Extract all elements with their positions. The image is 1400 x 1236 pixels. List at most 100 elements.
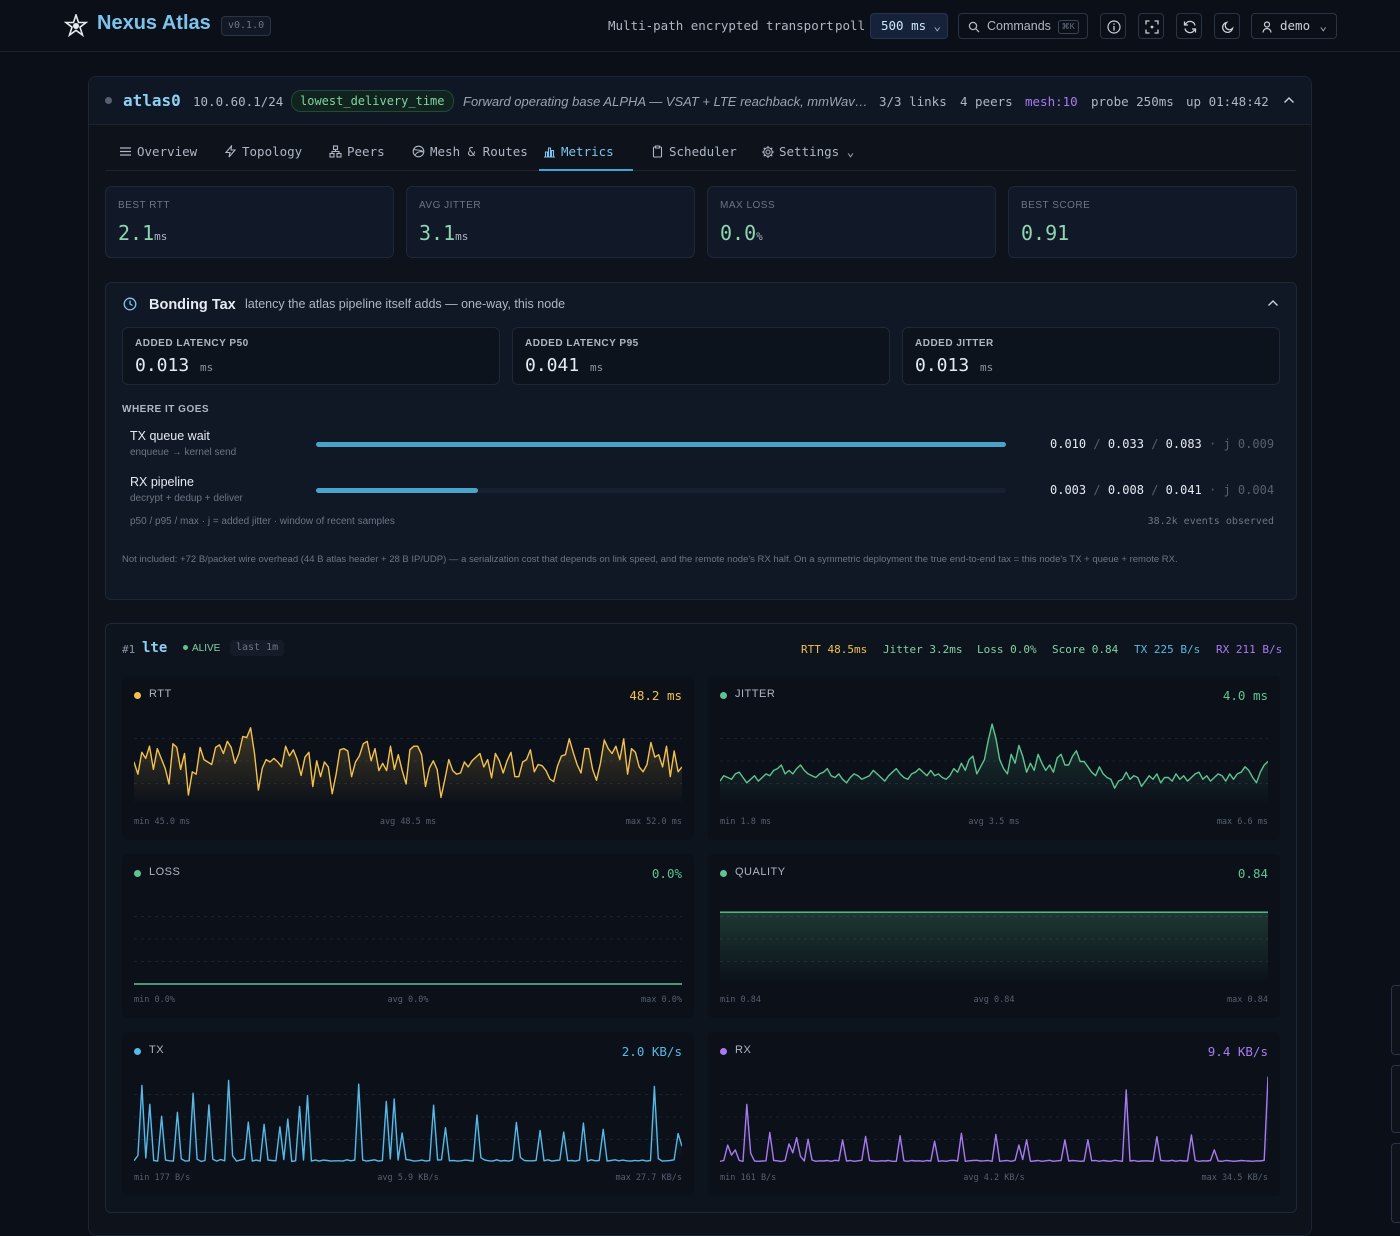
chart-max: max 6.6 ms: [1216, 817, 1268, 827]
stat-best-score: BEST SCORE 0.91: [1008, 186, 1297, 258]
series-area: [134, 1080, 682, 1162]
app-tagline: Multi-path encrypted transport: [608, 18, 834, 33]
info-button[interactable]: [1100, 13, 1126, 39]
stat-label: BEST RTT: [118, 200, 170, 211]
fullscreen-button[interactable]: [1138, 13, 1164, 39]
tab-peers[interactable]: Peers: [325, 133, 385, 171]
side-drawer-handle[interactable]: [1391, 1143, 1400, 1223]
series-dot: [720, 1048, 727, 1055]
events-observed: 38.2k events observed: [1147, 516, 1274, 527]
atlas-logo-icon: [64, 14, 88, 38]
time-window-badge: last 1m: [230, 640, 285, 656]
interface-name: atlas0: [123, 91, 181, 110]
interface-tabs: Overview Topology Peers Mesh & Routes Me…: [105, 133, 1296, 171]
tab-label: Settings: [779, 144, 840, 159]
chart-current-value: 4.0 ms: [1222, 688, 1268, 703]
chevron-up-icon[interactable]: [1283, 95, 1295, 105]
where-it-goes-label: WHERE IT GOES: [122, 404, 210, 415]
theme-toggle-button[interactable]: [1214, 13, 1240, 39]
chart-title: RX: [735, 1044, 752, 1056]
side-drawer-handle[interactable]: [1391, 985, 1400, 1055]
peers-count: 4 peers: [960, 94, 1013, 109]
tx-chart-panel: TX 2.0 KB/s min 177 B/s avg 5.9 KB/s max…: [122, 1032, 694, 1196]
link-rx-summary: RX 211 B/s: [1216, 643, 1283, 656]
commands-shortcut: ⌘K: [1057, 20, 1079, 34]
chart-avg: avg 0.84: [973, 995, 1015, 1005]
breakdown-bar-track: [316, 488, 1006, 493]
links-count: 3/3 links: [879, 94, 947, 109]
metric-label: ADDED LATENCY P50: [135, 338, 249, 349]
link-loss-summary: Loss 0.0%: [977, 643, 1037, 656]
user-icon: [1262, 21, 1272, 33]
commands-button[interactable]: Commands ⌘K: [958, 13, 1088, 39]
series-dot: [134, 1048, 141, 1055]
metric-value: 0.013 ms: [135, 355, 214, 376]
chart-min: min 1.8 ms: [720, 817, 772, 827]
chart-max: max 52.0 ms: [625, 817, 682, 827]
chart-current-value: 0.84: [1237, 866, 1268, 881]
top-bar: Nexus Atlas v0.1.0 Multi-path encrypted …: [0, 0, 1400, 52]
network-icon: [329, 145, 342, 158]
refresh-button[interactable]: [1176, 13, 1202, 39]
metric-value: 0.013 ms: [915, 355, 994, 376]
tab-settings[interactable]: Settings ⌄: [757, 133, 854, 171]
chart-title: JITTER: [735, 688, 776, 700]
side-drawer-handle[interactable]: [1391, 1065, 1400, 1133]
quality-chart-panel: QUALITY 0.84 min 0.84 avg 0.84 max 0.84: [708, 854, 1280, 1018]
tab-overview[interactable]: Overview: [115, 133, 197, 171]
tab-label: Peers: [347, 144, 385, 159]
chart-min: min 0.84: [720, 995, 761, 1005]
interface-card: atlas0 10.0.60.1/24 lowest_delivery_time…: [88, 76, 1312, 1236]
rx-chart-panel: RX 9.4 KB/s min 161 B/s avg 4.2 KB/s max…: [708, 1032, 1280, 1196]
tab-scheduler[interactable]: Scheduler: [647, 133, 737, 171]
jitter-sparkline: [720, 723, 1268, 806]
series-area: [134, 727, 682, 806]
interface-address: 10.0.60.1/24: [193, 94, 284, 109]
poll-interval-select[interactable]: 500 ms ⌄: [870, 13, 948, 39]
stat-label: AVG JITTER: [419, 200, 482, 211]
stat-label: MAX LOSS: [720, 200, 776, 211]
commands-label: Commands: [987, 19, 1051, 33]
link-name: lte: [142, 640, 168, 656]
chart-avg: avg 4.2 KB/s: [963, 1173, 1025, 1183]
tab-mesh-routes[interactable]: Mesh & Routes: [408, 133, 528, 171]
chart-title: TX: [149, 1044, 165, 1056]
chart-avg: avg 48.5 ms: [379, 817, 437, 827]
series-dot: [134, 870, 141, 877]
chevron-down-icon: ⌄: [846, 144, 855, 159]
mesh-badge: mesh:10: [1025, 94, 1078, 109]
added-jitter-card: ADDED JITTER 0.013 ms: [902, 327, 1280, 385]
clock-icon: [123, 297, 137, 311]
link-index: #1: [122, 643, 136, 656]
series-line: [134, 1079, 682, 1163]
chevron-down-icon: ⌄: [933, 18, 941, 33]
tx-sparkline: [134, 1079, 682, 1163]
breakdown-values: 0.010 / 0.033 / 0.083 · j 0.009: [1050, 437, 1275, 451]
bonding-tax-panel: Bonding Tax latency the atlas pipeline i…: [105, 282, 1297, 600]
breakdown-legend: p50 / p95 / max · j = added jitter · win…: [130, 516, 395, 527]
user-menu-button[interactable]: demo ⌄: [1251, 13, 1337, 39]
fullscreen-icon: [1145, 20, 1159, 34]
bolt-icon: [224, 145, 237, 158]
tab-metrics[interactable]: Metrics: [539, 133, 633, 171]
tab-topology[interactable]: Topology: [220, 133, 302, 171]
added-latency-p50-card: ADDED LATENCY P50 0.013 ms: [122, 327, 500, 385]
metric-label: ADDED LATENCY P95: [525, 338, 639, 349]
series-dot: [720, 692, 727, 699]
bonding-tax-title: Bonding Tax: [149, 297, 236, 313]
chart-min: min 45.0 ms: [134, 817, 191, 827]
chart-current-value: 0.0%: [651, 866, 682, 881]
interface-header[interactable]: atlas0 10.0.60.1/24 lowest_delivery_time…: [89, 77, 1311, 125]
tab-label: Scheduler: [669, 144, 737, 159]
chart-avg: avg 3.5 ms: [968, 817, 1020, 827]
chart-title: QUALITY: [735, 866, 786, 878]
user-name: demo: [1280, 18, 1311, 33]
chart-current-value: 9.4 KB/s: [1207, 1044, 1268, 1059]
gear-icon: [762, 146, 774, 158]
chart-title: RTT: [149, 688, 172, 700]
rtt-chart-panel: RTT 48.2 ms min 45.0 ms avg 48.5 ms max …: [122, 676, 694, 840]
stat-value: 3.1ms: [419, 221, 469, 245]
chevron-up-icon[interactable]: [1267, 298, 1279, 308]
chart-max: max 34.5 KB/s: [1201, 1173, 1268, 1183]
series-line: [720, 723, 1268, 789]
